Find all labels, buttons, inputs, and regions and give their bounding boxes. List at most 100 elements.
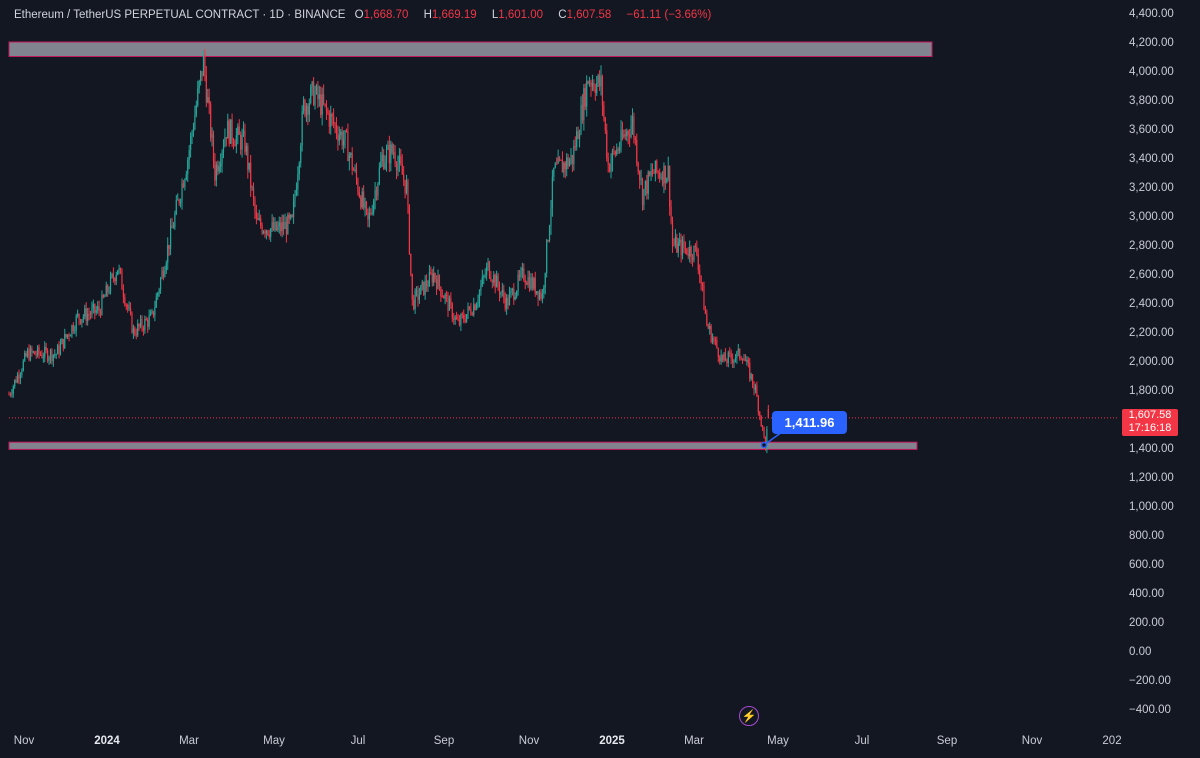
candle-body — [709, 326, 711, 329]
candle-body — [218, 166, 220, 172]
candle-body — [381, 154, 383, 162]
candle-body — [703, 285, 705, 310]
close-value: 1,607.58 — [566, 9, 612, 21]
zone-resistance — [8, 41, 933, 57]
candle-body — [250, 162, 252, 188]
candle-body — [554, 163, 556, 168]
candle-body — [600, 76, 602, 87]
candle-body — [330, 113, 332, 127]
candle-body — [494, 274, 496, 288]
candle-body — [500, 292, 502, 295]
candle-body — [217, 164, 219, 172]
candle-body — [400, 156, 402, 164]
candle-body — [441, 296, 443, 298]
candle-body — [517, 274, 519, 292]
y-tick-label: 1,000.00 — [1129, 501, 1174, 513]
candle-body — [681, 240, 684, 256]
candle-body — [142, 327, 145, 331]
candle-body — [127, 305, 129, 309]
candle-body — [541, 293, 543, 299]
candle-body — [690, 246, 692, 258]
candle-body — [711, 338, 714, 343]
candle-body — [584, 88, 586, 107]
candle-body — [353, 169, 355, 171]
candle-body — [443, 296, 445, 299]
candle-body — [215, 164, 217, 181]
candle-body — [84, 308, 86, 317]
bar-countdown: 17:16:18 — [1128, 422, 1172, 434]
candle-body — [365, 201, 368, 209]
candle-body — [501, 289, 503, 293]
candle-body — [55, 354, 57, 356]
candle-body — [48, 357, 50, 361]
candle-body — [689, 246, 691, 257]
x-tick-label: Mar — [179, 735, 199, 747]
candle-body — [228, 120, 230, 144]
candle-body — [337, 133, 339, 141]
candle-body — [111, 274, 113, 276]
candle-body — [361, 191, 363, 208]
candle-body — [18, 374, 20, 379]
candle-body — [680, 239, 682, 256]
candle-body — [137, 323, 139, 336]
candle-body — [171, 225, 173, 229]
candle-body — [204, 54, 206, 75]
candle-body — [573, 146, 575, 164]
x-tick-label: Nov — [519, 735, 540, 747]
candle-body — [128, 307, 130, 309]
candle-body — [297, 174, 299, 190]
candle-body — [208, 97, 210, 105]
candle-body — [172, 227, 175, 229]
candle-body — [45, 346, 47, 351]
candle-body — [275, 221, 278, 231]
candle-body — [425, 280, 428, 287]
candle-body — [601, 76, 604, 106]
y-tick-label: 2,800.00 — [1129, 240, 1174, 252]
candle-body — [118, 268, 120, 271]
candle-body — [641, 178, 644, 206]
candle-body — [523, 268, 525, 280]
candle-body — [117, 270, 119, 275]
candle-body — [138, 323, 140, 327]
candle-body — [474, 304, 476, 310]
candle-body — [674, 237, 676, 246]
candle-body — [437, 275, 439, 290]
candle-body — [540, 292, 542, 299]
candle-body — [175, 200, 177, 214]
candle-body — [480, 285, 482, 291]
lightning-icon[interactable]: ⚡ — [739, 706, 759, 726]
candle-body — [367, 208, 369, 220]
candle-body — [404, 179, 406, 193]
candle-body — [129, 307, 132, 313]
candle-body — [109, 275, 112, 292]
candle-body — [476, 304, 478, 310]
candle-body — [587, 81, 589, 84]
candle-body — [25, 352, 27, 357]
candle-body — [191, 132, 193, 136]
candle-body — [98, 306, 100, 312]
x-tick-label: Jul — [855, 735, 870, 747]
y-tick-label: 4,000.00 — [1129, 66, 1174, 78]
last-price-value: 1,607.58 — [1128, 409, 1172, 421]
candle-body — [461, 314, 463, 316]
y-tick-label: 1,800.00 — [1129, 385, 1174, 397]
price-callout[interactable]: 1,411.96 — [772, 411, 847, 434]
candle-body — [651, 171, 654, 173]
candle-body — [290, 214, 292, 219]
candle-body — [739, 348, 741, 359]
candle-body — [295, 189, 298, 195]
candle-body — [99, 311, 102, 315]
candle-body — [700, 275, 702, 284]
candle-body — [433, 273, 435, 283]
candle-body — [506, 297, 508, 309]
candle-body — [716, 340, 718, 349]
candle-body — [762, 426, 764, 428]
candle-body — [677, 242, 679, 253]
candle-body — [713, 338, 715, 340]
candle-body — [385, 149, 388, 163]
symbol-title[interactable]: Ethereum / TetherUS PERPETUAL CONTRACT ·… — [14, 9, 346, 21]
candle-body — [468, 306, 471, 309]
candle-body — [202, 54, 205, 76]
candle-body — [68, 334, 70, 337]
